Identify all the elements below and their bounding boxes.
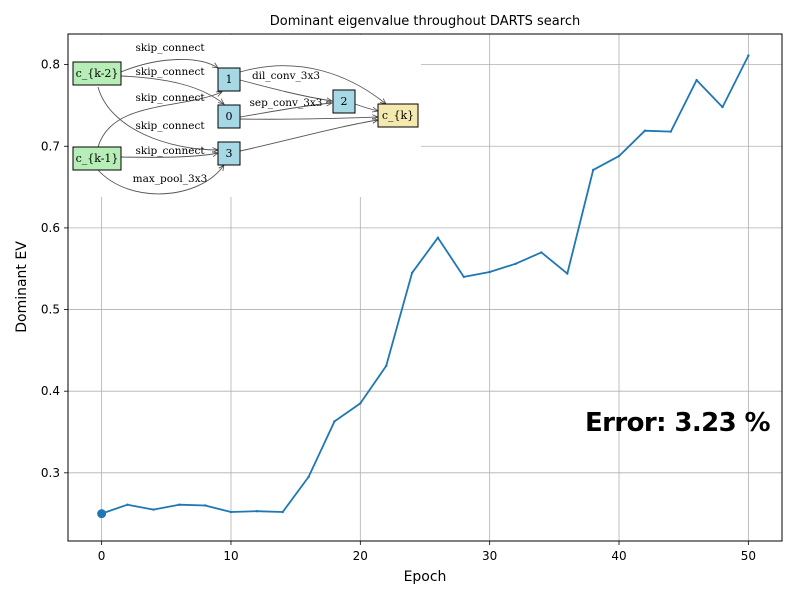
data-point [359,402,362,405]
edge-2-to-out [354,103,378,111]
x-tick-label: 50 [741,549,756,563]
series-layer [97,54,750,519]
data-point [410,271,414,275]
data-point [669,130,672,133]
node-box [72,61,122,86]
edge-k2-to-3 [97,86,218,150]
cell-diagram: skip_connect skip_connect skip_connect s… [69,35,421,197]
y-tick-label: 0.3 [41,466,60,480]
data-point [229,510,233,514]
data-point [514,262,517,266]
x-tick-label: 20 [353,549,368,563]
data-point [721,105,724,109]
node-label: c_{k-2} [76,67,119,80]
y-axis-title: Dominant EV [14,241,30,333]
node-box [332,89,356,114]
edge-label: skip_connect [135,42,205,54]
data-point [747,54,750,57]
edge-label: sep_conv_3x3 [249,97,322,109]
data-point [695,78,698,82]
node-1: 1 [217,67,241,92]
x-tick-label: 10 [223,549,238,563]
data-point [436,236,440,239]
node-box [217,141,241,166]
edge-label: max_pool_3x3 [133,173,208,185]
edge-3-to-out [239,120,378,152]
data-point [643,129,647,132]
node-box [217,67,241,92]
y-tick-label: 0.4 [41,384,60,398]
x-tick-label: 30 [482,549,497,563]
node-label: c_{k} [382,109,414,122]
edge-0-to-out [239,117,378,119]
node-label: 3 [226,147,233,160]
x-axis-title: Epoch [404,569,447,585]
error-annotation: Error: 3.23 % [585,408,771,438]
data-point [255,510,259,513]
edge-1-to-2 [239,79,332,101]
data-point [462,275,466,279]
x-tick-label: 0 [98,549,106,563]
node-box [72,146,122,171]
edge-k1-to-3 [120,153,218,158]
edge-1-to-out [239,65,386,104]
data-point [566,272,569,275]
y-tick-label: 0.5 [41,303,60,317]
data-point [591,168,595,172]
series-line [101,55,750,515]
data-point [178,503,181,506]
data-point [203,504,207,507]
start-marker [97,509,107,519]
node-0: 0 [217,104,241,129]
tick-marks [64,64,749,545]
data-point [384,364,388,368]
y-tick-label: 0.7 [41,139,60,153]
chart-title: Dominant eigenvalue throughout DARTS sea… [270,14,580,29]
edge-k1-to-1 [97,92,222,148]
edge-label: skip_connect [135,120,205,132]
plot-frame [67,33,783,542]
tick-labels: 0 10 20 30 40 500.30.40.50.60.70.8 [41,58,756,563]
edge-label: skip_connect [135,145,205,157]
y-tick-label: 0.8 [41,58,60,72]
node-label: 2 [341,95,348,108]
data-point [152,508,155,511]
node-label: 0 [226,110,233,123]
node-box [377,103,419,128]
node-label: c_{k-1} [76,152,119,165]
data-point [540,251,543,254]
edge-label: skip_connect [135,66,205,78]
data-point [617,154,621,158]
node-3: 3 [217,141,241,166]
node-2: 2 [332,89,356,114]
node-box [217,104,241,129]
edge-k2-to-1 [120,59,218,73]
data-point [281,510,284,514]
node-label: 1 [226,73,233,86]
edge-k1-to-3-pool [97,165,224,195]
data-point [126,503,129,506]
node-c-k-1: c_{k-1} [72,146,122,171]
edge-label: dil_conv_3x3 [252,70,320,82]
node-c-k-2: c_{k-2} [72,61,122,86]
edge-k2-to-0 [120,75,224,104]
data-point [307,475,310,479]
data-point [488,270,491,274]
edge-0-to-2 [239,103,332,118]
node-c-k: c_{k} [377,103,419,128]
edge-label: skip_connect [135,92,205,104]
y-tick-label: 0.6 [41,221,60,235]
x-tick-label: 40 [611,549,626,563]
data-point [333,420,336,423]
